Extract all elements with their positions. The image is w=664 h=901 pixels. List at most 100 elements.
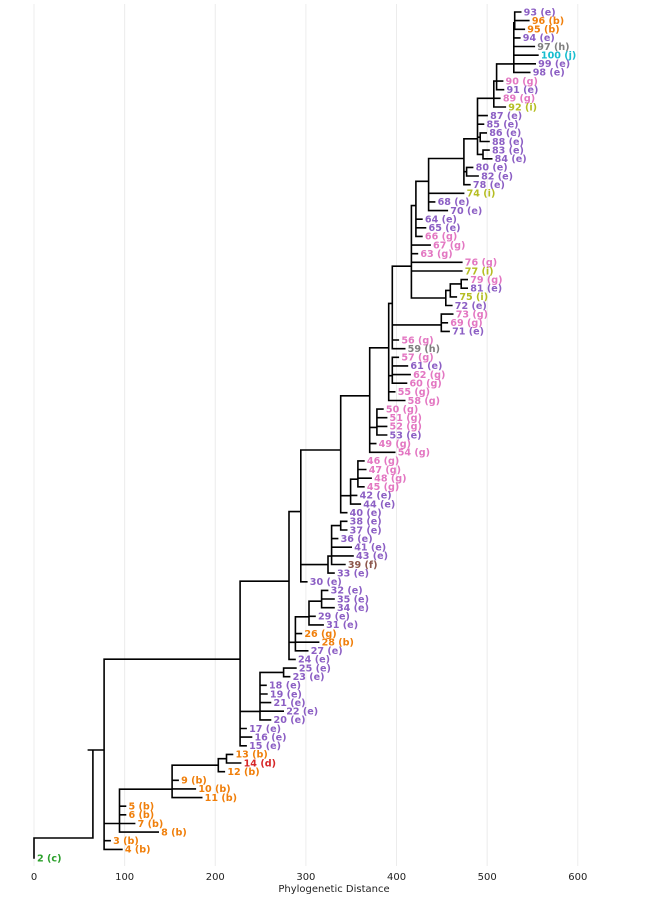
tip-label: 69 (g) [450,318,482,329]
x-tick-label-200: 200 [206,872,225,883]
tip-label: 35 (e) [337,594,369,605]
tip-label: 59 (h) [408,344,440,355]
tip-label: 15 (e) [249,741,281,752]
tip-label: 22 (e) [286,707,318,718]
tip-label: 71 (e) [452,327,484,338]
tip-label: 14 (d) [244,758,276,769]
tip-label: 53 (e) [390,430,422,441]
gridlines [33,4,579,866]
tip-label: 62 (g) [413,370,445,381]
tip-label: 46 (g) [367,456,399,467]
tip-label: 51 (g) [390,413,422,424]
tip-label: 19 (e) [270,689,302,700]
tip-label: 5 (b) [129,802,155,813]
tip-label: 76 (g) [465,258,497,269]
tip-label: 34 (e) [337,603,369,614]
tip-label: 57 (g) [401,353,433,364]
tip-label: 58 (g) [408,396,440,407]
tip-label: 98 (e) [533,68,565,79]
tip-label: 77 (i) [465,266,494,277]
tip-label: 42 (e) [360,491,392,502]
tip-label: 55 (g) [398,387,430,398]
tip-label: 21 (e) [274,698,306,709]
tree-branch-path [33,11,539,859]
tip-label: 54 (g) [398,448,430,459]
tip-label: 83 (e) [492,145,524,156]
tip-label: 92 (i) [508,102,537,113]
tip-label: 12 (b) [227,767,259,778]
tip-label: 44 (e) [363,499,395,510]
x-tick-label-100: 100 [115,872,134,883]
tip-label: 36 (e) [341,534,373,545]
tip-label: 43 (e) [356,551,388,562]
tip-label: 66 (g) [425,232,457,243]
tip-label: 99 (e) [538,59,570,70]
tip-label: 37 (e) [350,525,382,536]
tip-label: 68 (e) [438,197,470,208]
tip-label: 89 (g) [503,94,535,105]
tip-label: 70 (e) [450,206,482,217]
tip-label: 52 (g) [390,422,422,433]
tip-label: 95 (b) [527,25,559,36]
tip-label: 78 (e) [473,180,505,191]
tip-label: 61 (e) [410,361,442,372]
tip-label: 41 (e) [354,543,386,554]
tip-label: 16 (e) [255,732,287,743]
tip-label: 32 (e) [331,586,363,597]
tip-label: 63 (g) [420,249,452,260]
tip-label: 24 (e) [298,655,330,666]
tip-label: 29 (e) [318,612,350,623]
x-tick-label-400: 400 [387,872,406,883]
tip-label: 40 (e) [350,508,382,519]
tip-label: 25 (e) [299,663,331,674]
x-tick-label-600: 600 [568,872,587,883]
tip-label: 47 (g) [369,465,401,476]
tip-label: 49 (g) [379,439,411,450]
tip-label: 64 (e) [425,214,457,225]
tip-label: 79 (g) [470,275,502,286]
tip-label: 81 (e) [470,284,502,295]
tip-labels: 93 (e)96 (b)95 (b)94 (e)97 (h)100 (j)99 … [37,7,576,864]
tip-label: 65 (e) [429,223,461,234]
tip-label: 67 (g) [433,240,465,251]
tip-label: 3 (b) [113,836,139,847]
tip-label: 97 (h) [537,42,569,53]
tip-label: 85 (e) [487,120,519,131]
tip-label: 60 (g) [409,379,441,390]
tip-label: 56 (g) [401,335,433,346]
tip-label: 90 (g) [506,76,538,87]
tip-label: 33 (e) [337,568,369,579]
tip-label: 10 (b) [198,784,230,795]
tip-label: 4 (b) [125,845,151,856]
tip-label: 39 (f) [348,560,378,571]
tip-label: 30 (e) [310,577,342,588]
tip-label: 31 (e) [326,620,358,631]
tree-branches [33,11,539,859]
tip-label: 2 (c) [37,853,61,864]
tip-label: 84 (e) [495,154,527,165]
tip-label: 45 (g) [367,482,399,493]
tip-label: 72 (e) [455,301,487,312]
tip-label: 8 (b) [161,827,187,838]
tip-label: 88 (e) [492,137,524,148]
tip-label: 20 (e) [274,715,306,726]
tip-label: 50 (g) [386,404,418,415]
x-axis-ticks: 0 100 200 300 400 500 600 [31,872,588,883]
tip-label: 100 (j) [541,50,576,61]
tip-label: 94 (e) [523,33,555,44]
tip-label: 23 (e) [293,672,325,683]
tip-label: 91 (e) [506,85,538,96]
tip-label: 73 (g) [456,309,488,320]
tip-label: 13 (b) [235,750,267,761]
tip-label: 96 (b) [532,16,564,27]
tip-label: 28 (b) [322,637,354,648]
tip-label: 6 (b) [129,810,155,821]
tip-label: 82 (e) [481,171,513,182]
tip-label: 87 (e) [490,111,522,122]
tip-label: 86 (e) [489,128,521,139]
x-tick-label-0: 0 [31,872,37,883]
tip-label: 38 (e) [350,517,382,528]
x-tick-label-300: 300 [296,872,315,883]
x-axis-title: Phylogenetic Distance [278,884,389,895]
